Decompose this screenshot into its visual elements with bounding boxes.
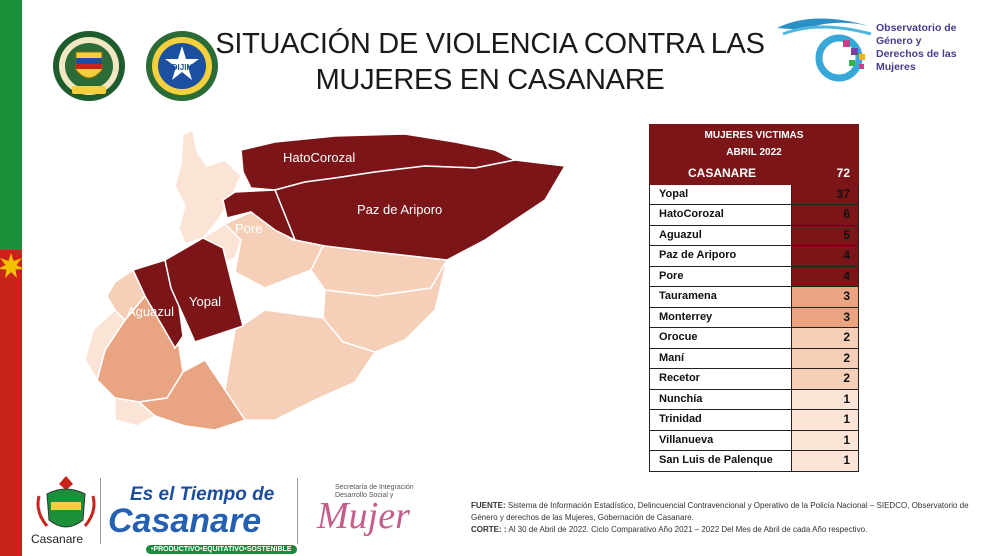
municipality-name: Recetor: [650, 369, 792, 389]
title-line-2: MUJERES EN CASANARE: [315, 64, 665, 96]
map-region-sacama-latorre: [174, 128, 242, 245]
municipality-name: Villanueva: [650, 430, 792, 450]
flag-red-band: [0, 250, 22, 556]
observatorio-line-2: Género y: [876, 35, 922, 47]
flag-green-band: [0, 0, 22, 250]
observatorio-logo-icon: [777, 18, 872, 82]
mujer-label: Mujer: [317, 495, 410, 537]
victim-count: 6: [792, 205, 858, 225]
table-header-line-1: MUJERES VICTIMAS: [704, 130, 804, 141]
municipality-name: Maní: [650, 348, 792, 368]
dijin-emblem-icon: DIJIN: [146, 31, 218, 101]
municipality-name: Monterrey: [650, 307, 792, 327]
table-row: Nunchía 1: [649, 389, 859, 410]
observatorio-line-1: Observatorio de: [876, 22, 957, 34]
table-row: Recetor 2: [649, 369, 859, 390]
map-label-yopal: Yopal: [189, 294, 221, 309]
observatorio-line-4: Mujeres: [876, 61, 916, 73]
table-row: Aguazul 5: [649, 225, 859, 246]
table-row: Orocue 2: [649, 328, 859, 349]
map-label-aguazul: Aguazul: [127, 304, 174, 319]
map-label-paz-de-ariporo: Paz de Ariporo: [357, 202, 442, 217]
table-row: Maní 2: [649, 348, 859, 369]
source-note: FUENTE: Sistema de Información Estadísti…: [471, 500, 971, 536]
victim-count: 5: [792, 225, 858, 245]
municipality-name: Orocue: [650, 328, 792, 348]
footer-divider: [100, 478, 101, 544]
municipality-name: Trinidad: [650, 410, 792, 430]
municipality-name: CASANARE: [650, 164, 792, 184]
corte-label: CORTE: :: [471, 525, 507, 534]
municipality-name: Nunchía: [650, 389, 792, 409]
fuente-text: Sistema de Información Estadístico, Deli…: [471, 501, 969, 522]
tiempo-line-2: Casanare: [108, 502, 262, 540]
map-label-hatocorozal: HatoCorozal: [283, 150, 355, 165]
sun-icon: [0, 253, 24, 278]
title-line-1: SITUACIÓN DE VIOLENCIA CONTRA LAS: [215, 28, 765, 60]
tiempo-line-1: Es el Tiempo de: [130, 484, 275, 505]
map-label-pore: Pore: [235, 221, 262, 236]
observatorio-name: Observatorio de Género y Derechos de las…: [876, 22, 991, 74]
table-row: Monterrey 3: [649, 307, 859, 328]
table-row: HatoCorozal 6: [649, 205, 859, 226]
map-region-monterrey: [137, 359, 247, 431]
table-row: Yopal 37: [649, 184, 859, 205]
secretaria-label: Secretaría de Integración Desarrollo Soc…: [335, 484, 414, 499]
municipality-name: Pore: [650, 266, 792, 286]
table-total-row: CASANARE 72: [649, 164, 859, 185]
table-row: Pore 4: [649, 266, 859, 287]
table-row: Trinidad 1: [649, 410, 859, 431]
victim-count: 4: [792, 266, 858, 286]
municipality-name: Yopal: [650, 184, 792, 204]
fuente-label: FUENTE:: [471, 501, 506, 510]
casanare-map: HatoCorozal Paz de Ariporo Pore Aguazul …: [84, 128, 567, 431]
gobernacion-label: Casanare: [31, 532, 84, 546]
victim-count: 72: [836, 166, 850, 180]
victim-count: 2: [792, 348, 858, 368]
table-row: Villanueva 1: [649, 430, 859, 451]
municipality-name: Tauramena: [650, 287, 792, 307]
tiempo-casanare-logo: Es el Tiempo de Casanare •PRODUCTIVO•EQU…: [108, 484, 297, 556]
victim-count: 37: [792, 184, 858, 204]
tiempo-line-3: •PRODUCTIVO•EQUITATIVO•SOSTENIBLE: [146, 545, 297, 554]
municipality-name: Aguazul: [650, 225, 792, 245]
corte-text: Al 30 de Abril de 2022. Ciclo Comparativ…: [508, 525, 868, 534]
policia-emblem-icon: [53, 31, 125, 101]
map-region-pore: [222, 189, 297, 242]
map-region-sabanalarga: [114, 397, 157, 427]
table-header-line-2: ABRIL 2022: [726, 147, 782, 158]
victim-count: 1: [792, 451, 858, 471]
table-row: San Luis de Palenque 1: [649, 451, 859, 472]
secretaria-mujer-logo: Secretaría de Integración Desarrollo Soc…: [305, 480, 445, 544]
map-region-paz-de-ariporo: [273, 159, 567, 261]
victim-count: 3: [792, 307, 858, 327]
municipality-name: San Luis de Palenque: [650, 451, 792, 471]
victim-count: 2: [792, 369, 858, 389]
victim-count: 1: [792, 410, 858, 430]
municipality-name: Paz de Ariporo: [650, 246, 792, 266]
municipality-name: HatoCorozal: [650, 205, 792, 225]
observatorio-line-3: Derechos de las: [876, 48, 957, 60]
map-region-yopal: [164, 237, 244, 343]
page-title: SITUACIÓN DE VIOLENCIA CONTRA LAS MUJERE…: [210, 26, 770, 98]
victim-count: 3: [792, 287, 858, 307]
victim-count: 1: [792, 389, 858, 409]
victim-count: 1: [792, 430, 858, 450]
table-header: MUJERES VICTIMAS ABRIL 2022: [649, 124, 859, 164]
dijin-label: DIJIN: [172, 63, 193, 72]
flag-stripe: [0, 0, 24, 556]
victim-count: 4: [792, 246, 858, 266]
victim-count: 2: [792, 328, 858, 348]
table-row: Paz de Ariporo 4: [649, 246, 859, 267]
table-row: Tauramena 3: [649, 287, 859, 308]
footer-divider: [297, 478, 298, 544]
gobernacion-crest-icon: [36, 476, 96, 528]
